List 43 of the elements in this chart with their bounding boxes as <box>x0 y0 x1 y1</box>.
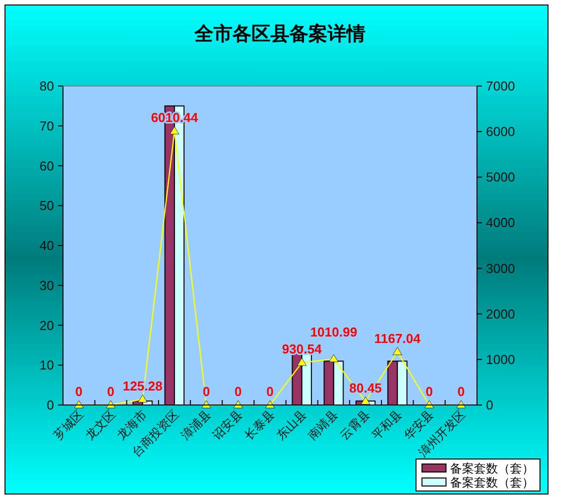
point <box>202 400 212 408</box>
chart-title: 全市各区县备案详情 <box>194 23 366 45</box>
y-tick-label: 60 <box>40 158 54 174</box>
data-label: 1010.99 <box>310 324 358 340</box>
data-label: 930.54 <box>282 342 322 357</box>
point <box>74 400 84 408</box>
point <box>328 354 338 362</box>
legend-label: 备案套数（套） <box>450 462 534 476</box>
legend-label: 备案套数（套） <box>450 476 534 490</box>
point <box>265 400 275 408</box>
x-tick-label: 龙文区 <box>82 407 118 443</box>
point <box>392 347 402 356</box>
y2-tick-label: 6000 <box>486 124 515 140</box>
y2-tick-label: 3000 <box>486 260 515 276</box>
y2-tick-label: 5000 <box>486 170 515 185</box>
point <box>360 396 370 405</box>
y2-tick-label: 7000 <box>486 78 515 94</box>
data-label: 0 <box>426 384 433 399</box>
data-label: 0 <box>75 384 83 399</box>
data-label: 1167.04 <box>374 330 422 346</box>
point <box>297 358 307 366</box>
point <box>424 400 434 408</box>
data-label: 0 <box>234 384 242 399</box>
point <box>106 400 116 408</box>
y-tick-label: 20 <box>40 318 54 333</box>
point <box>170 126 180 134</box>
point <box>456 400 466 408</box>
y-tick-label: 0 <box>46 398 54 412</box>
y2-tick-label: 1000 <box>486 352 515 367</box>
y-tick-label: 50 <box>40 198 54 214</box>
y2-tick-label: 2000 <box>486 306 515 322</box>
y-tick-label: 80 <box>40 78 54 94</box>
y-tick-label: 70 <box>40 118 54 134</box>
y-tick-label: 40 <box>40 238 54 253</box>
data-label: 0 <box>457 384 465 399</box>
y2-tick-label: 0 <box>486 398 494 412</box>
data-label: 0 <box>266 384 274 399</box>
y-tick-label: 10 <box>40 358 54 373</box>
point <box>233 400 243 408</box>
point <box>138 394 148 402</box>
y2-tick-label: 4000 <box>486 215 515 230</box>
data-label: 0 <box>107 384 114 399</box>
y-tick-label: 30 <box>40 278 54 293</box>
